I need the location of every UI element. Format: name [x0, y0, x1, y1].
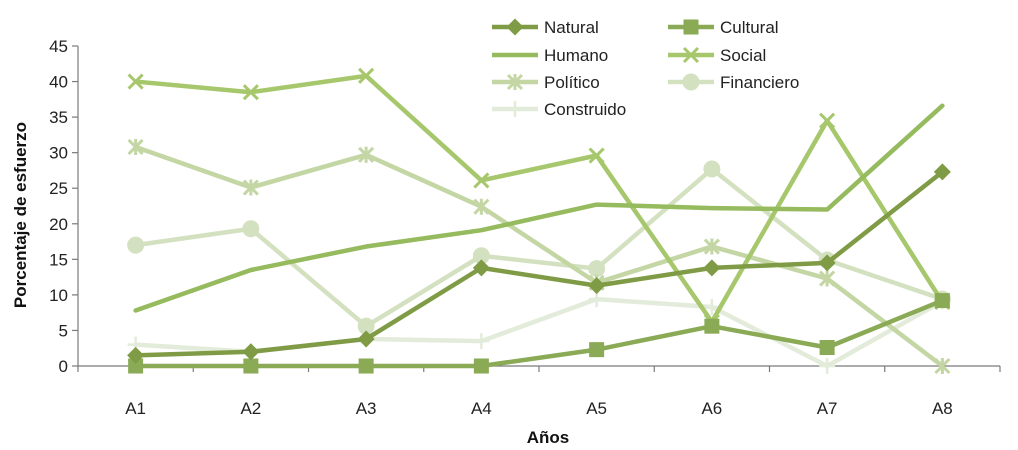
data-point-politico [358, 146, 375, 163]
data-point-social [819, 112, 836, 129]
legend-label: Natural [544, 18, 599, 37]
x-tick-label: A3 [356, 399, 377, 418]
legend-label: Construido [544, 100, 626, 119]
series-line-natural [133, 169, 945, 358]
data-point-politico [703, 238, 720, 255]
data-point-financiero [472, 247, 490, 265]
series-social [127, 67, 951, 330]
data-point-natural [127, 346, 145, 364]
legend-item-financiero: Financiero [668, 73, 799, 92]
legend-swatch-marker [682, 46, 700, 64]
y-tick-label: 10 [49, 286, 68, 305]
x-tick-label: A5 [586, 399, 607, 418]
series-humano [133, 103, 945, 313]
legend-item-social: Social [668, 46, 766, 65]
series-lines [127, 67, 951, 375]
legend-label: Humano [544, 46, 608, 65]
y-tick-label: 5 [59, 321, 68, 340]
data-point-social [473, 172, 490, 189]
y-tick-label: 40 [49, 73, 68, 92]
series-line-politico [133, 144, 945, 369]
legend-item-humano: Humano [492, 46, 608, 65]
data-point-politico [127, 138, 144, 156]
x-tick-label: A6 [701, 399, 722, 418]
data-point-financiero [588, 260, 606, 278]
y-tick-label: 0 [59, 357, 68, 376]
data-point-natural [588, 277, 606, 295]
legend-swatch-marker [682, 73, 700, 91]
data-point-politico [934, 357, 951, 375]
data-point-politico [473, 198, 490, 215]
legend-item-politico: Político [492, 73, 600, 92]
x-tick-label: A8 [932, 399, 953, 418]
series-line-humano [133, 103, 945, 313]
legend-item-cultural: Cultural [668, 18, 779, 37]
x-tick-label: A2 [240, 399, 261, 418]
data-point-politico [819, 270, 836, 287]
data-point-cultural [819, 340, 835, 356]
y-tick-label: 25 [49, 179, 68, 198]
legend-label: Político [544, 73, 600, 92]
legend-swatch-marker [683, 19, 699, 35]
x-axis-title: Años [527, 428, 570, 447]
series-cultural [128, 293, 950, 374]
y-tick-label: 35 [49, 108, 68, 127]
data-point-social [358, 67, 375, 84]
data-point-cultural [934, 293, 950, 309]
data-point-social [242, 84, 259, 101]
data-point-natural [472, 259, 490, 277]
axes: 0 5 10 15 20 25 30 35 40 45 A1 A2 A3 A4 A5 A6 A7 A8 [49, 37, 1001, 418]
data-point-financiero [357, 317, 375, 335]
data-point-natural [357, 330, 375, 348]
y-tick-label: 20 [49, 215, 68, 234]
series-natural [127, 163, 951, 364]
data-point-natural [703, 259, 721, 277]
data-point-financiero [127, 236, 145, 254]
data-point-construido [473, 333, 490, 350]
data-point-financiero [242, 220, 260, 238]
data-point-cultural [704, 318, 720, 334]
data-point-cultural [358, 358, 374, 374]
x-tick-label: A7 [817, 399, 838, 418]
data-point-cultural [473, 358, 489, 374]
data-point-natural [242, 343, 260, 361]
y-tick-label: 45 [49, 37, 68, 56]
data-point-politico [242, 179, 259, 196]
y-tick-label: 15 [49, 250, 68, 269]
data-point-cultural [243, 358, 259, 374]
legend-swatch-marker [507, 101, 523, 117]
data-point-social [127, 73, 144, 90]
data-point-natural [818, 254, 836, 272]
x-tick-label: A4 [471, 399, 492, 418]
x-tick-label: A1 [125, 399, 146, 418]
series-line-cultural [133, 298, 945, 369]
legend-label: Financiero [720, 73, 799, 92]
legend-swatch-marker [506, 73, 524, 91]
y-tick-label: 30 [49, 144, 68, 163]
data-point-social [588, 147, 605, 164]
data-point-financiero [703, 160, 721, 178]
legend-label: Social [720, 46, 766, 65]
legend: Natural Cultural Humano Social Político Finan… [492, 18, 799, 119]
data-point-natural [933, 163, 951, 181]
series-line-financiero [133, 166, 945, 329]
data-point-construido [819, 358, 836, 374]
data-point-cultural [128, 358, 144, 374]
legend-item-construido: Construido [492, 100, 626, 119]
data-point-cultural [589, 342, 605, 358]
y-axis-title: Porcentaje de esfuerzo [11, 122, 30, 308]
legend-swatch-marker [506, 18, 524, 36]
series-line-social [133, 73, 945, 325]
legend-item-natural: Natural [492, 18, 599, 37]
legend-label: Cultural [720, 18, 779, 37]
data-point-construido [703, 298, 720, 315]
